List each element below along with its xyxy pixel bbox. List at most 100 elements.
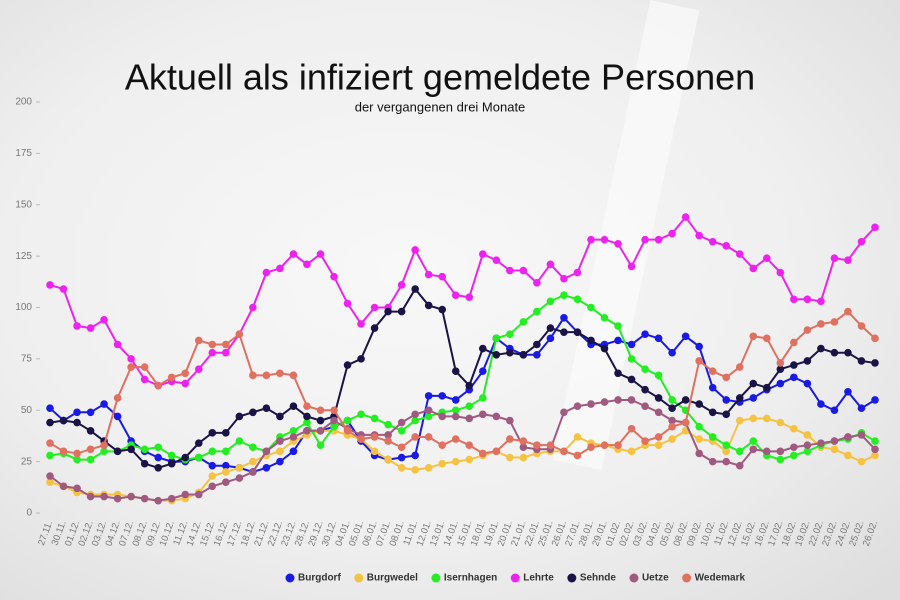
- point: [154, 496, 162, 505]
- point: [614, 239, 622, 248]
- point: [546, 334, 555, 343]
- point: [641, 402, 649, 410]
- point: [411, 246, 419, 254]
- legend-swatch: [285, 573, 295, 583]
- point: [140, 459, 149, 468]
- point: [235, 463, 244, 472]
- point: [384, 307, 392, 316]
- point: [478, 344, 487, 353]
- point: [397, 427, 406, 435]
- point: [181, 453, 190, 462]
- point: [654, 235, 663, 244]
- point: [73, 418, 81, 427]
- point: [708, 408, 717, 417]
- point: [573, 295, 582, 304]
- point: [222, 348, 230, 357]
- point: [316, 406, 325, 415]
- point: [519, 318, 528, 326]
- point: [222, 447, 230, 456]
- point: [749, 379, 758, 388]
- y-tick-label: 25: [21, 456, 33, 467]
- series: [46, 285, 879, 472]
- point: [438, 272, 447, 281]
- point: [844, 256, 852, 265]
- point: [641, 365, 649, 373]
- point: [86, 427, 95, 435]
- point: [384, 455, 392, 464]
- point: [316, 416, 325, 425]
- point: [100, 441, 108, 449]
- point: [46, 451, 54, 460]
- point: [181, 490, 190, 499]
- point: [397, 418, 406, 427]
- point: [303, 402, 311, 410]
- point: [506, 348, 514, 357]
- point: [668, 404, 676, 412]
- point: [384, 437, 392, 445]
- point: [397, 443, 406, 452]
- point: [519, 443, 528, 452]
- point: [790, 373, 798, 382]
- point: [424, 301, 433, 310]
- point: [46, 404, 54, 412]
- point: [627, 396, 636, 404]
- point: [59, 482, 68, 491]
- point: [776, 455, 785, 464]
- point: [438, 392, 447, 400]
- point: [749, 414, 758, 423]
- point: [86, 408, 95, 417]
- point: [790, 424, 798, 433]
- point: [763, 414, 771, 423]
- point: [127, 445, 135, 454]
- point: [803, 295, 812, 304]
- point: [600, 313, 609, 322]
- point: [100, 400, 108, 408]
- point: [451, 396, 460, 404]
- point: [289, 371, 298, 380]
- point: [249, 468, 257, 476]
- point: [587, 336, 595, 345]
- point: [262, 404, 271, 412]
- point: [573, 451, 582, 460]
- point: [330, 272, 338, 281]
- point: [357, 435, 365, 443]
- point: [695, 435, 703, 443]
- point: [235, 330, 244, 339]
- point: [276, 264, 284, 273]
- point: [600, 344, 609, 353]
- legend-swatch: [682, 573, 692, 583]
- point: [668, 416, 676, 425]
- point: [506, 453, 514, 462]
- point: [249, 303, 257, 312]
- point: [451, 291, 460, 299]
- point: [46, 478, 54, 486]
- point: [289, 402, 298, 410]
- point: [411, 466, 419, 474]
- point: [86, 324, 95, 332]
- y-tick-label: 0: [26, 508, 32, 519]
- point: [587, 235, 595, 244]
- point: [844, 433, 852, 441]
- point: [546, 324, 555, 332]
- point: [140, 494, 149, 503]
- point: [776, 268, 785, 277]
- point: [167, 373, 176, 382]
- point: [492, 447, 501, 456]
- point: [681, 332, 690, 341]
- point: [411, 285, 419, 293]
- point: [627, 375, 636, 384]
- point: [411, 410, 419, 419]
- point: [235, 412, 244, 421]
- point: [533, 340, 541, 349]
- chart-title: Aktuell als infiziert gemeldete Personen: [125, 57, 755, 98]
- point: [533, 279, 541, 287]
- point: [289, 447, 298, 456]
- point: [330, 422, 338, 431]
- point: [46, 281, 54, 289]
- point: [857, 322, 866, 330]
- point: [424, 463, 433, 472]
- point: [276, 447, 284, 456]
- point: [695, 422, 703, 431]
- point: [343, 361, 352, 369]
- point: [86, 455, 95, 464]
